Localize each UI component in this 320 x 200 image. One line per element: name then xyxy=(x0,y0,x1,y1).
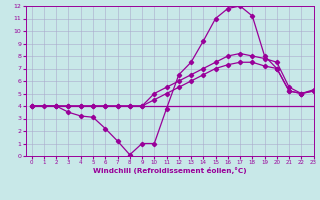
X-axis label: Windchill (Refroidissement éolien,°C): Windchill (Refroidissement éolien,°C) xyxy=(93,167,246,174)
